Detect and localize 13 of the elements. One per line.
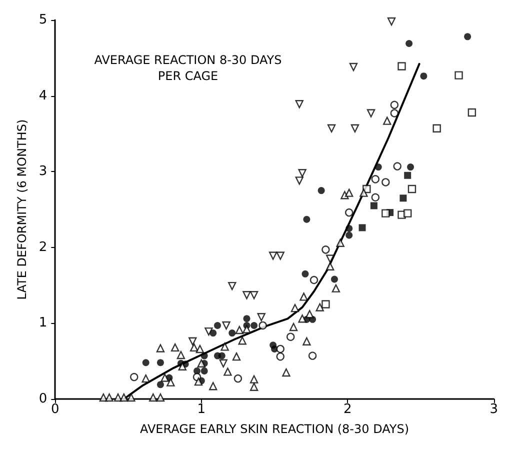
x-axis-title: AVERAGE EARLY SKIN REACTION (8-30 DAYS)	[140, 422, 410, 436]
y-tick-label: 5	[38, 12, 48, 28]
y-axis-title: LATE DEFORMITY (6 MONTHS)	[15, 119, 29, 300]
x-tick-label: 1	[197, 402, 206, 417]
x-tick-label: 3	[490, 402, 498, 417]
y-tick-label: 4	[38, 88, 48, 104]
y-tick-label: 2	[38, 240, 48, 255]
x-tick-label: 2	[343, 402, 352, 417]
y-tick-label: 3	[38, 164, 48, 180]
x-tick-label: 0	[51, 402, 60, 417]
y-tick-label: 1	[38, 316, 48, 331]
annotation: AVERAGE REACTION 8-30 DAYS PER CAGE	[94, 53, 282, 83]
y-tick-label: 0	[38, 392, 48, 406]
